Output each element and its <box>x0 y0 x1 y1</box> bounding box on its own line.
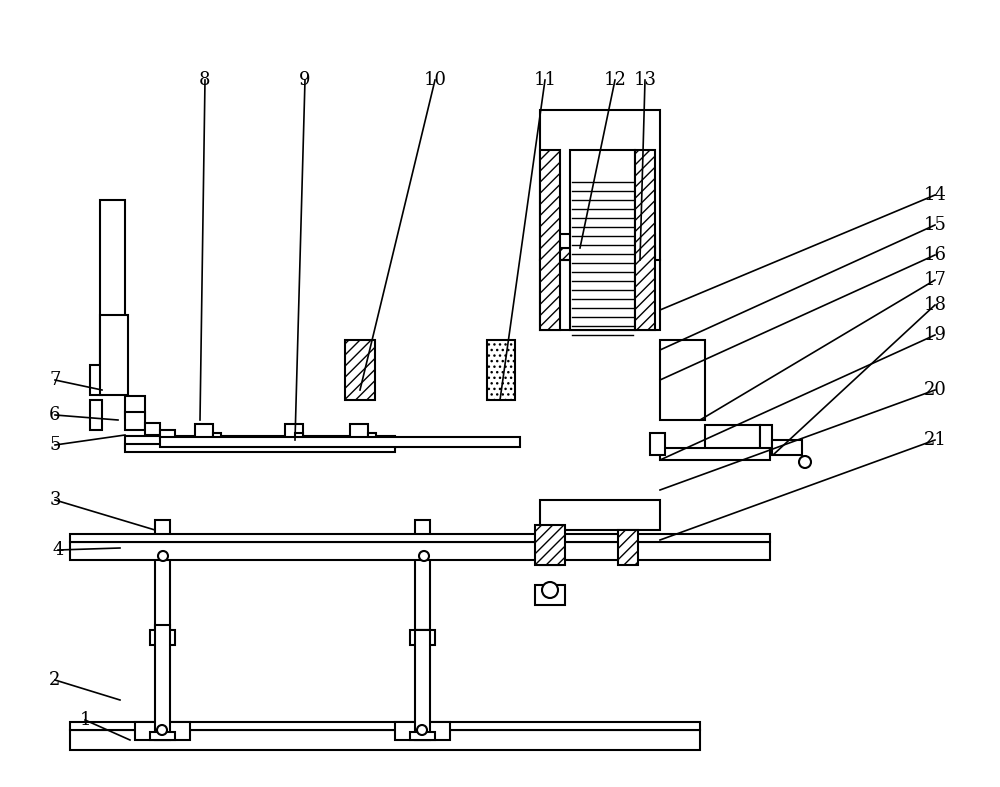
Circle shape <box>799 456 811 468</box>
Bar <box>760 425 772 450</box>
Bar <box>125 412 145 430</box>
Bar <box>410 630 435 645</box>
Text: 13: 13 <box>634 71 656 89</box>
Text: 10: 10 <box>424 71 446 89</box>
Bar <box>487 340 515 400</box>
Text: 3: 3 <box>49 491 61 509</box>
Bar <box>125 436 395 448</box>
Bar <box>150 732 175 740</box>
Text: 2: 2 <box>49 671 61 689</box>
Bar <box>368 433 376 445</box>
Bar <box>160 430 175 438</box>
Bar <box>395 722 450 740</box>
Text: 11: 11 <box>534 71 556 89</box>
Bar <box>70 534 770 542</box>
Bar <box>125 396 145 418</box>
Bar <box>345 340 375 400</box>
Bar <box>772 440 802 455</box>
Bar <box>160 437 520 447</box>
Bar <box>70 722 700 730</box>
Circle shape <box>157 725 167 735</box>
Bar <box>540 150 560 330</box>
Bar <box>155 520 170 630</box>
Bar <box>545 234 655 248</box>
Bar <box>540 110 660 330</box>
Text: 5: 5 <box>49 436 61 454</box>
Text: 7: 7 <box>49 371 61 389</box>
Bar <box>350 424 368 442</box>
Text: 15: 15 <box>924 216 946 234</box>
Bar <box>570 150 635 330</box>
Bar <box>195 424 213 442</box>
Bar <box>410 732 435 740</box>
Bar <box>90 365 102 395</box>
Bar <box>90 400 102 430</box>
Bar <box>618 530 638 565</box>
Circle shape <box>542 582 558 598</box>
Bar <box>295 433 303 445</box>
Bar <box>100 200 125 390</box>
Text: 1: 1 <box>79 711 91 729</box>
Bar <box>415 630 430 740</box>
Text: 20: 20 <box>924 381 946 399</box>
Text: 14: 14 <box>924 186 946 204</box>
Circle shape <box>417 725 427 735</box>
Text: 17: 17 <box>924 271 946 289</box>
Bar <box>145 423 160 435</box>
Circle shape <box>158 551 168 561</box>
Text: 12: 12 <box>604 71 626 89</box>
Bar <box>635 150 655 330</box>
Text: 9: 9 <box>299 71 311 89</box>
Bar <box>155 625 170 740</box>
Text: 8: 8 <box>199 71 211 89</box>
Bar <box>540 500 660 530</box>
Bar <box>415 520 430 630</box>
Text: 19: 19 <box>924 326 946 344</box>
Bar <box>540 530 560 565</box>
Bar <box>660 340 705 420</box>
Bar <box>535 585 565 605</box>
Bar <box>135 722 190 740</box>
Bar <box>535 525 565 565</box>
Text: 16: 16 <box>924 246 946 264</box>
Bar <box>545 248 655 260</box>
Text: 4: 4 <box>52 541 64 559</box>
Bar <box>285 424 303 442</box>
Bar <box>70 730 700 750</box>
Bar <box>100 315 128 395</box>
Bar <box>650 433 665 455</box>
Bar <box>125 444 395 452</box>
Bar <box>150 630 175 645</box>
Circle shape <box>419 551 429 561</box>
Text: 18: 18 <box>924 296 946 314</box>
Text: 6: 6 <box>49 406 61 424</box>
Bar <box>70 542 770 560</box>
Bar <box>213 433 221 445</box>
Bar <box>705 425 760 450</box>
Bar <box>660 448 770 460</box>
Text: 21: 21 <box>924 431 946 449</box>
